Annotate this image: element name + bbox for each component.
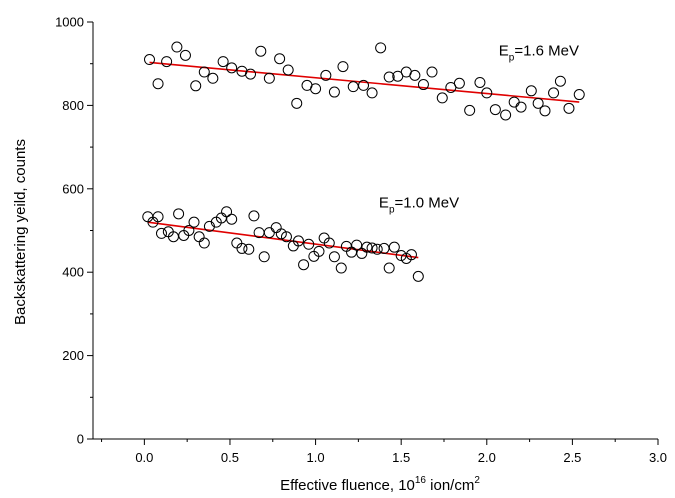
- x-axis-title-unit: ion/cm: [426, 477, 474, 494]
- annotation-1: Ep=1.6 MeV: [499, 42, 579, 63]
- x-axis-title-main: Effective fluence, 10: [280, 477, 415, 494]
- x-tick-label: 0.0: [135, 450, 153, 465]
- x-axis-title: Effective fluence, 1016 ion/cm2: [280, 475, 480, 494]
- data-point-series-1: [383, 71, 395, 83]
- data-point-series-2: [323, 237, 335, 249]
- data-point-series-1: [328, 86, 340, 98]
- y-tick-label: 400: [62, 265, 84, 280]
- data-point-series-2: [243, 243, 255, 255]
- data-point-series-2: [405, 249, 417, 261]
- data-point-series-1: [161, 56, 173, 68]
- data-point-series-1: [207, 72, 219, 84]
- data-point-series-1: [436, 92, 448, 104]
- x-tick-label: 1.5: [392, 450, 410, 465]
- data-point-series-2: [226, 213, 238, 225]
- x-tick-label: 1.0: [307, 450, 325, 465]
- data-point-series-2: [292, 235, 304, 247]
- data-point-series-2: [236, 242, 248, 254]
- data-point-series-1: [198, 66, 210, 78]
- data-point-series-1: [563, 102, 575, 114]
- data-point-series-2: [303, 238, 315, 250]
- data-point-series-2: [258, 251, 270, 263]
- data-point-series-1: [453, 77, 465, 89]
- data-point-series-1: [409, 69, 421, 81]
- data-point-series-2: [371, 243, 383, 255]
- data-point-series-1: [500, 109, 512, 121]
- data-point-series-1: [310, 83, 322, 95]
- data-point-series-1: [366, 87, 378, 99]
- plot-area: 0 200 400 600 800 1000 0.0 0.5 1.0 1.5 2.0 2.5 3.0 Ep…: [55, 15, 667, 466]
- data-point-series-1: [320, 69, 332, 81]
- data-point-series-1: [291, 97, 303, 109]
- data-point-series-1: [481, 87, 493, 99]
- x-tick-label: 2.0: [478, 450, 496, 465]
- data-point-series-1: [217, 56, 229, 68]
- data-point-series-2: [313, 245, 325, 257]
- data-point-series-1: [263, 72, 275, 84]
- data-point-series-2: [280, 231, 292, 243]
- data-point-series-2: [188, 216, 200, 228]
- y-tick-label: 800: [62, 98, 84, 113]
- data-point-series-1: [274, 53, 286, 65]
- x-tick-label: 3.0: [649, 450, 667, 465]
- data-point-series-1: [358, 79, 370, 91]
- data-point-series-2: [366, 242, 378, 254]
- data-point-series-1: [417, 79, 429, 91]
- data-point-series-2: [328, 251, 340, 263]
- data-point-series-2: [383, 262, 395, 274]
- data-point-series-1: [489, 104, 501, 116]
- data-point-series-1: [515, 101, 527, 113]
- data-point-series-2: [221, 206, 233, 218]
- annotation-2: Ep=1.0 MeV: [379, 195, 459, 216]
- data-point-series-1: [525, 85, 537, 97]
- data-point-series-1: [464, 104, 476, 116]
- x-tick-label: 0.5: [221, 450, 239, 465]
- y-tick-label: 1000: [55, 15, 84, 30]
- data-point-series-1: [255, 45, 267, 57]
- data-point-series-1: [573, 89, 585, 101]
- data-point-series-1: [474, 76, 486, 88]
- data-point-series-2: [388, 241, 400, 253]
- data-point-series-1: [245, 68, 257, 80]
- data-point-series-2: [248, 210, 260, 222]
- data-point-series-2: [335, 262, 347, 274]
- x-axis-title-unit-exponent: 2: [474, 475, 480, 486]
- data-point-series-1: [532, 97, 544, 109]
- data-point-series-1: [375, 42, 387, 54]
- fit-line-1: [149, 61, 580, 103]
- data-point-series-1: [539, 105, 551, 117]
- y-axis-title: Backskattering yeild, counts: [12, 139, 29, 325]
- data-point-series-2: [351, 239, 363, 251]
- data-point-series-1: [426, 66, 438, 78]
- data-point-series-1: [144, 54, 155, 66]
- data-point-series-2: [275, 228, 287, 240]
- data-point-series-1: [152, 78, 164, 90]
- data-point-series-1: [548, 87, 560, 99]
- data-point-series-2: [152, 211, 164, 223]
- data-point-series-2: [155, 227, 167, 239]
- x-tick-label: 2.5: [563, 450, 581, 465]
- y-tick-label: 0: [77, 432, 84, 447]
- data-point-series-1: [179, 49, 191, 61]
- data-point-series-2: [173, 208, 185, 220]
- data-point-series-1: [337, 61, 349, 73]
- data-point-series-1: [190, 80, 202, 92]
- data-point-series-2: [198, 237, 210, 249]
- data-point-series-2: [361, 241, 373, 253]
- x-axis-title-exponent: 16: [415, 475, 427, 486]
- data-point-series-1: [282, 64, 294, 76]
- data-point-series-1: [554, 75, 566, 87]
- data-point-series-2: [183, 225, 195, 236]
- data-point-series-2: [298, 259, 310, 271]
- data-point-series-1: [171, 41, 183, 53]
- y-tick-label: 200: [62, 348, 84, 363]
- data-point-series-1: [226, 62, 238, 74]
- data-point-series-2: [412, 270, 424, 282]
- y-tick-label: 600: [62, 181, 84, 196]
